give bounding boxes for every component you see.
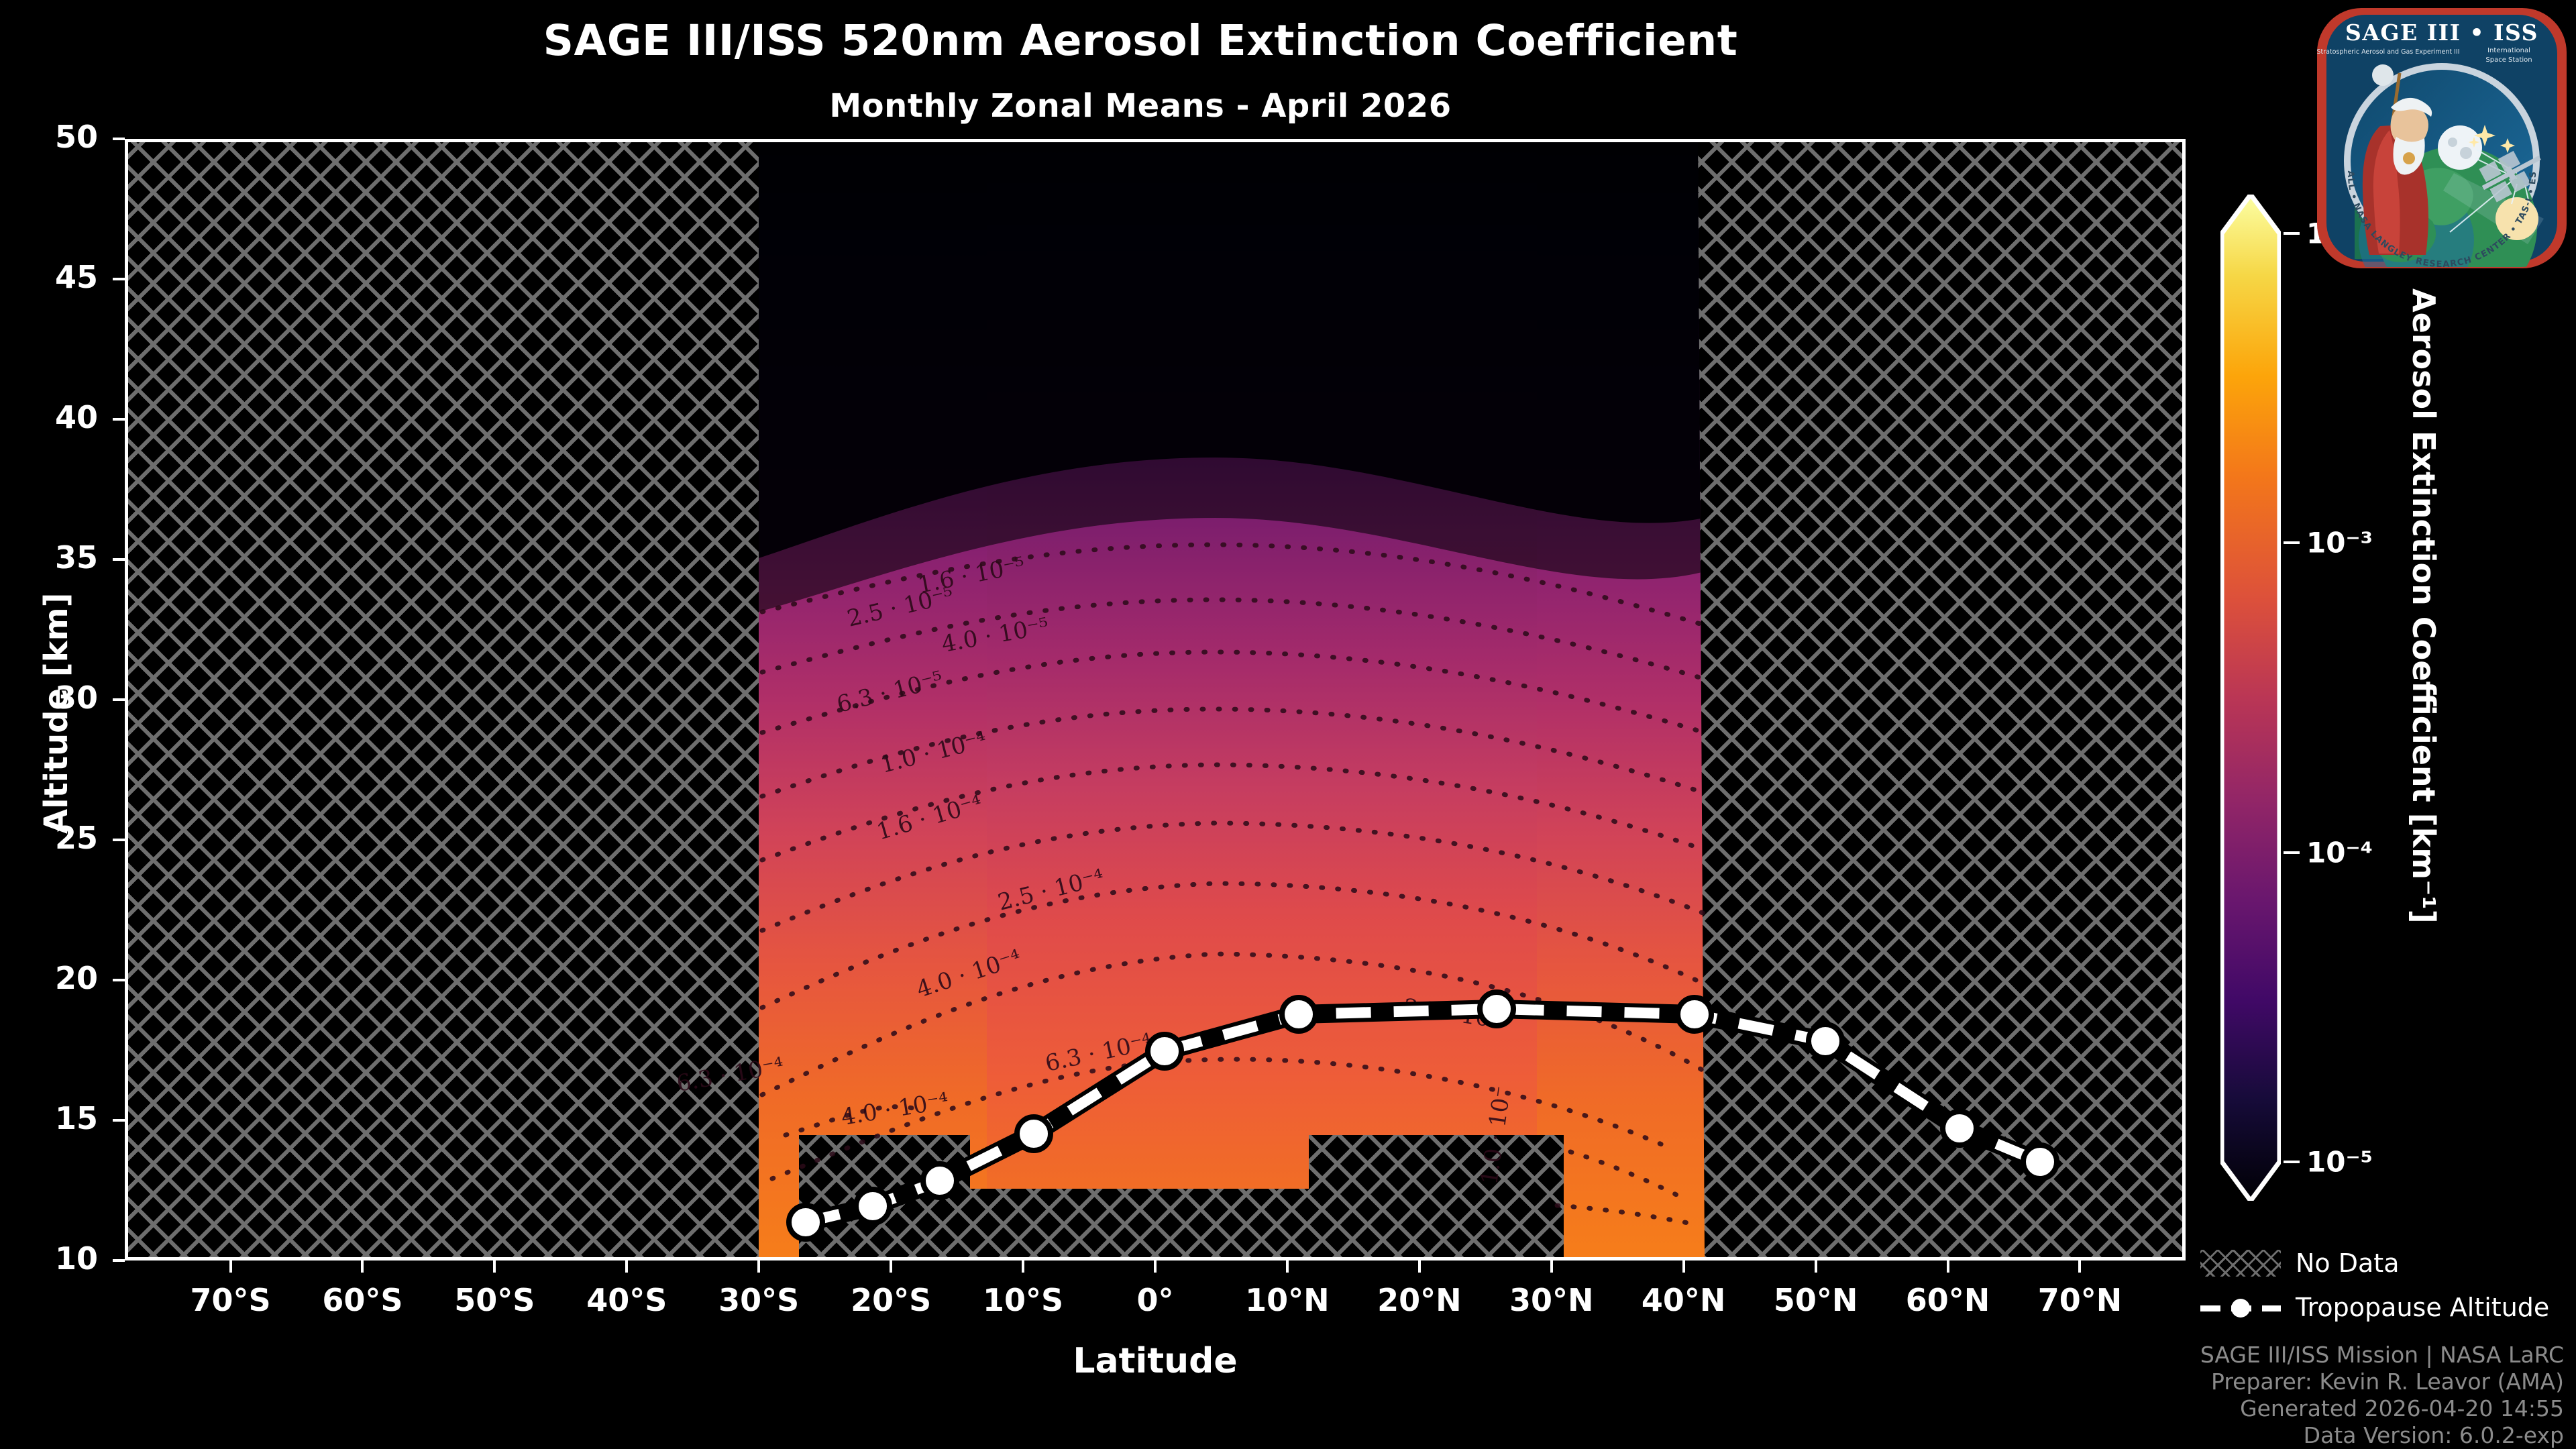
colorbar-tick-label: 10⁻³	[2306, 527, 2373, 559]
colorbar-title: Aerosol Extinction Coefficient [km⁻¹]	[2406, 288, 2442, 924]
y-tick-mark	[113, 558, 125, 561]
x-tick-mark	[493, 1260, 496, 1273]
x-tick-label: 40°S	[559, 1282, 694, 1318]
colorbar-tick-mark	[2284, 851, 2300, 854]
tropopause-line-icon	[2200, 1294, 2281, 1321]
x-tick-mark	[757, 1260, 760, 1273]
aerosol-extinction-field: 1.6 · 10⁻⁵ 2.5 · 10⁻⁵ 4.0 · 10⁻⁵ 6.3 · 1…	[128, 142, 2182, 1257]
x-tick-mark	[1418, 1260, 1421, 1273]
y-tick-mark	[113, 698, 125, 701]
x-tick-mark	[2078, 1260, 2081, 1273]
y-tick-label: 35	[17, 539, 98, 576]
page-subtitle: Monthly Zonal Means - April 2026	[0, 87, 2281, 125]
y-tick-label: 40	[17, 399, 98, 435]
figure-canvas: SAGE III/ISS 520nm Aerosol Extinction Co…	[0, 0, 2576, 1449]
legend: No Data Tropopause Altitude	[2200, 1244, 2563, 1333]
footer-line-preparer: Preparer: Kevin R. Leavor (AMA)	[2054, 1368, 2564, 1395]
colorbar-tick-mark	[2284, 232, 2300, 235]
legend-label-tropopause: Tropopause Altitude	[2296, 1293, 2549, 1322]
x-tick-mark	[1550, 1260, 1553, 1273]
x-tick-mark	[229, 1260, 232, 1273]
y-tick-mark	[113, 979, 125, 981]
y-tick-label: 15	[17, 1100, 98, 1136]
patch-title: SAGE III • ISS	[2345, 19, 2538, 46]
footer-line-mission: SAGE III/ISS Mission | NASA LaRC	[2054, 1342, 2564, 1368]
x-tick-label: 30°N	[1485, 1282, 1619, 1318]
y-tick-mark	[113, 1259, 125, 1262]
footer-line-generated: Generated 2026-04-20 14:55	[2054, 1395, 2564, 1422]
x-tick-mark	[1022, 1260, 1024, 1273]
x-tick-label: 0°	[1088, 1282, 1222, 1318]
x-tick-mark	[1815, 1260, 1817, 1273]
x-tick-label: 50°S	[427, 1282, 561, 1318]
x-tick-mark	[361, 1260, 364, 1273]
x-tick-label: 70°N	[2012, 1282, 2147, 1318]
footer-line-version: Data Version: 6.0.2-exp	[2054, 1422, 2564, 1449]
x-tick-label: 60°N	[1881, 1282, 2015, 1318]
x-tick-label: 40°N	[1617, 1282, 1751, 1318]
y-tick-label: 45	[17, 259, 98, 295]
x-tick-label: 60°S	[295, 1282, 429, 1318]
x-tick-label: 20°S	[824, 1282, 958, 1318]
x-tick-label: 30°S	[692, 1282, 826, 1318]
y-tick-label: 50	[17, 119, 98, 155]
legend-item-tropopause: Tropopause Altitude	[2200, 1289, 2563, 1326]
patch-subtitle-right-1: International	[2487, 47, 2530, 54]
x-tick-mark	[1682, 1260, 1685, 1273]
patch-subtitle-right-2: Space Station	[2485, 56, 2532, 64]
colorbar-tick-mark	[2284, 541, 2300, 544]
sage-iii-iss-mission-patch: SAGE III • ISS Stratospheric Aerosol and…	[2316, 5, 2568, 271]
colorbar-tick-mark	[2284, 1161, 2300, 1163]
y-tick-mark	[113, 278, 125, 280]
x-tick-mark	[1154, 1260, 1157, 1273]
colorbar: 10⁻²10⁻³10⁻⁴10⁻⁵	[2220, 195, 2281, 1201]
x-tick-mark	[625, 1260, 628, 1273]
legend-item-no-data: No Data	[2200, 1244, 2563, 1282]
y-tick-mark	[113, 138, 125, 140]
colorbar-gradient	[2220, 195, 2281, 1201]
y-tick-mark	[113, 839, 125, 841]
y-tick-label: 20	[17, 960, 98, 996]
patch-subtitle-left: Stratospheric Aerosol and Gas Experiment…	[2316, 48, 2459, 56]
x-tick-label: 50°N	[1749, 1282, 1883, 1318]
y-tick-mark	[113, 418, 125, 421]
y-tick-label: 10	[17, 1240, 98, 1277]
x-tick-label: 10°S	[956, 1282, 1090, 1318]
x-axis-label: Latitude	[125, 1341, 2186, 1381]
page-title: SAGE III/ISS 520nm Aerosol Extinction Co…	[0, 16, 2281, 65]
x-tick-label: 20°N	[1352, 1282, 1487, 1318]
x-tick-label: 70°S	[164, 1282, 298, 1318]
legend-label-no-data: No Data	[2296, 1248, 2400, 1278]
x-tick-label: 10°N	[1220, 1282, 1354, 1318]
y-tick-mark	[113, 1119, 125, 1122]
colorbar-tick-label: 10⁻⁴	[2306, 836, 2373, 869]
plot-area: 1.6 · 10⁻⁵ 2.5 · 10⁻⁵ 4.0 · 10⁻⁵ 6.3 · 1…	[125, 139, 2186, 1260]
marker-dot-icon	[2231, 1299, 2250, 1318]
no-data-hatch-icon	[2200, 1250, 2281, 1277]
x-tick-mark	[1286, 1260, 1289, 1273]
x-tick-mark	[890, 1260, 892, 1273]
x-tick-mark	[1947, 1260, 1949, 1273]
y-axis-label: Altitude [km]	[38, 592, 75, 834]
footer-credits: SAGE III/ISS Mission | NASA LaRC Prepare…	[2054, 1342, 2564, 1449]
colorbar-tick-label: 10⁻⁵	[2306, 1146, 2373, 1179]
